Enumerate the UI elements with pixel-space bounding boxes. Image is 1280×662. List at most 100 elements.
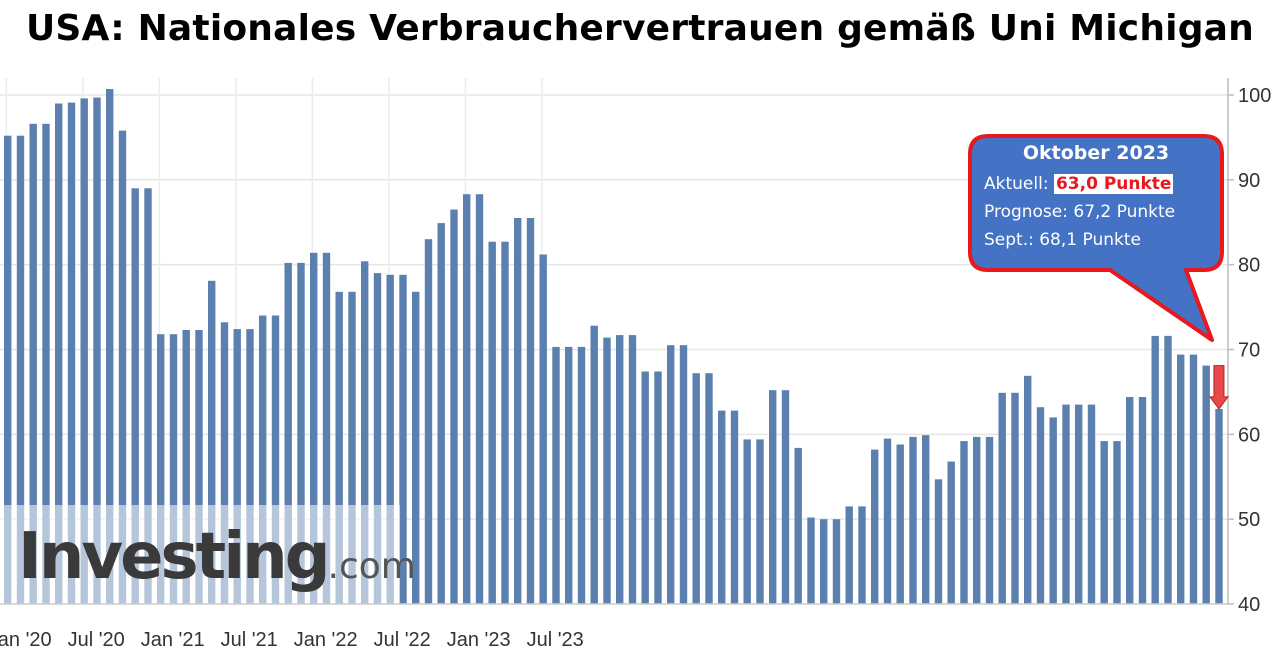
bar [399,274,407,604]
bar [641,371,649,604]
bar [182,330,190,604]
investing-watermark: Investing.com [18,520,416,594]
bar [169,334,178,604]
y-tick-label: 70 [1238,339,1260,361]
callout-actual-label: Aktuell: [984,174,1054,194]
bar [297,262,305,604]
bar [1087,404,1096,604]
bar [552,346,560,604]
bar [526,218,535,604]
bar [118,130,127,604]
bar [1177,354,1185,604]
bar [947,461,955,604]
bar [985,436,994,604]
bar [616,335,624,604]
bar [488,241,496,604]
x-tick-label: Jan '20 [0,629,52,651]
bar [973,436,981,604]
bar [208,280,216,604]
x-tick-label: Jul '21 [221,629,278,651]
bar [883,438,892,604]
bar [858,506,866,604]
bar [960,441,968,604]
bar [514,218,522,604]
bar [1164,335,1172,604]
x-tick-label: Jan '21 [141,629,205,651]
bar [1151,335,1159,604]
bar [501,241,509,604]
bar [577,346,586,604]
y-tick-label: 80 [1238,255,1260,277]
bar [1138,397,1147,604]
bar [1202,365,1210,604]
bar [1126,397,1134,604]
y-tick-label: 100 [1238,85,1271,107]
bar [29,123,37,605]
bar [832,519,841,604]
bar [565,346,573,604]
bar [934,479,943,604]
bar [1075,404,1083,604]
bar [1113,441,1121,604]
bar [259,315,267,604]
bar [424,239,433,604]
bar [909,436,917,604]
bar [539,254,547,604]
bar [998,392,1006,604]
bar [450,209,458,604]
bar [373,273,382,604]
x-tick-label: Jan '23 [447,629,511,651]
bar [871,449,879,604]
x-tick-label: Jan '22 [294,629,358,651]
bar [322,252,331,605]
down-arrow-icon [1208,365,1229,410]
bar [348,291,356,604]
y-tick-label: 60 [1238,424,1260,446]
bar [144,188,152,605]
bar [284,262,292,604]
bar [628,335,637,604]
x-tick-label: Jul '22 [374,629,431,651]
bar [807,517,815,604]
y-axis: 40 50 60 70 80 90 100 [1227,78,1271,616]
bar [4,135,12,604]
chart-title: USA: Nationales Verbrauchervertrauen gem… [25,8,1255,49]
y-tick-label: 90 [1238,170,1260,192]
bar [743,439,751,604]
bar [335,291,343,604]
bar [718,410,726,604]
bar-series [0,89,1223,605]
bar [1049,417,1057,604]
y-tick-label: 50 [1238,509,1260,531]
watermark-brand: Investing [18,520,330,594]
bar [67,102,76,604]
watermark-band [0,505,400,604]
bar [1062,404,1070,604]
bar [730,410,739,604]
bar [233,329,241,604]
bar [361,261,369,604]
x-tick-label: Jul '23 [527,629,584,651]
bar [705,373,713,604]
callout-actual: Aktuell: 63,0 Punkte [978,170,1214,198]
bar [1189,354,1198,604]
bar [667,345,675,604]
bar [845,506,853,604]
bar [131,188,139,605]
bar-latest [1215,408,1223,604]
bar [271,315,280,604]
bar [820,519,828,604]
bar [794,447,802,604]
bar [80,98,88,605]
bar [16,135,25,604]
bar [437,223,445,604]
bar [896,444,904,604]
bar [922,435,930,604]
callout-previous: Sept.: 68,1 Punkte [984,230,1141,250]
bar [195,330,203,604]
callout-forecast: Prognose: 67,2 Punkte [984,202,1176,222]
bar [157,334,165,604]
bar [692,373,700,604]
bar [246,329,254,604]
watermark-domain: .com [327,546,416,587]
